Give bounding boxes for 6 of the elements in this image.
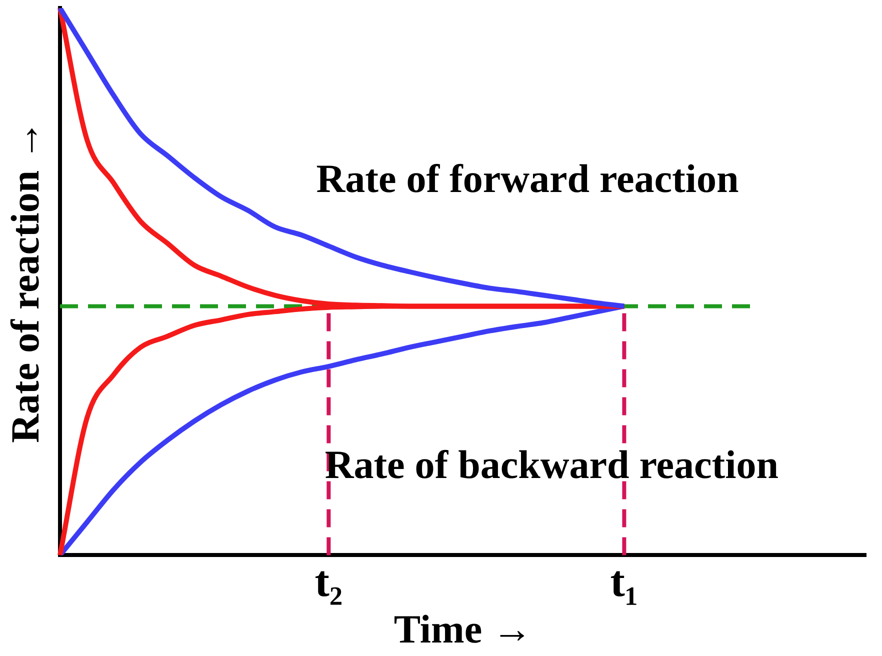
annotation: Rate of backward reaction xyxy=(324,442,778,487)
x-axis-title: Time → xyxy=(394,606,532,652)
x-tick-label: t₂ xyxy=(314,556,343,606)
y-axis-title: Rate of reaction → xyxy=(2,120,48,443)
annotation: Rate of forward reaction xyxy=(316,156,739,201)
x-tick-label: t₁ xyxy=(610,556,638,606)
